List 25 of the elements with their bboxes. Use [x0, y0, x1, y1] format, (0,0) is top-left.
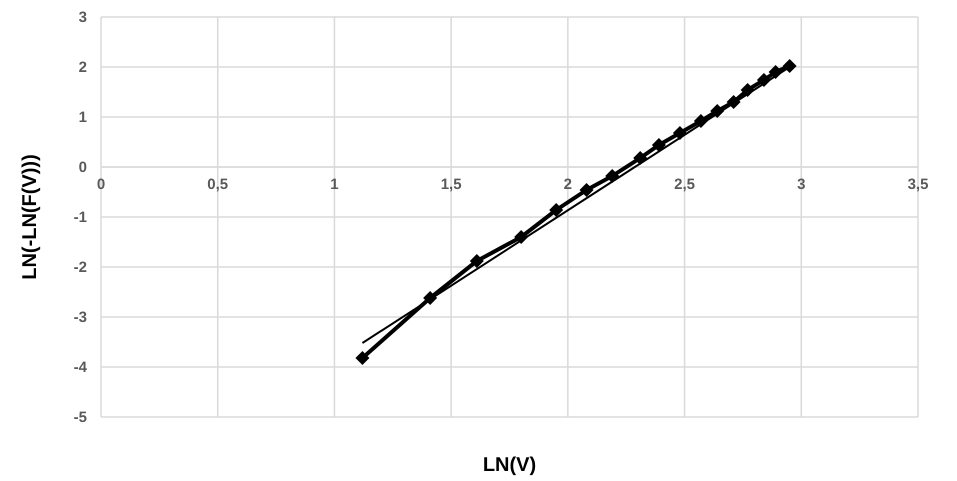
x-tick-label: 0,5 — [207, 176, 228, 193]
y-tick-label: 3 — [78, 9, 87, 26]
x-tick-label: 3,5 — [908, 176, 928, 193]
point — [549, 203, 564, 217]
x-axis-title: LN(V) — [482, 454, 536, 476]
point — [782, 59, 797, 73]
y-tick-label: -1 — [74, 209, 87, 226]
y-tick-label: 1 — [78, 109, 87, 126]
point — [470, 254, 484, 268]
point — [355, 351, 370, 365]
y-axis-title: LN(-LN(F(V))) — [19, 154, 41, 280]
x-tick-label: 1 — [330, 176, 339, 193]
x-tick-label: 2 — [564, 176, 572, 193]
x-tick-label: 2,5 — [674, 176, 695, 193]
y-tick-label: -4 — [74, 359, 88, 376]
y-tick-label: 0 — [78, 159, 87, 176]
x-tick-label: 3 — [797, 176, 806, 193]
y-tick-label: -3 — [74, 309, 87, 326]
point — [652, 138, 666, 152]
y-tick-label: 2 — [78, 59, 87, 76]
y-tick-label: -2 — [74, 259, 87, 276]
point — [580, 183, 594, 197]
y-tick-label: -5 — [74, 409, 87, 426]
x-tick-label: 1,5 — [440, 176, 462, 193]
x-tick-label: 0 — [96, 176, 106, 193]
